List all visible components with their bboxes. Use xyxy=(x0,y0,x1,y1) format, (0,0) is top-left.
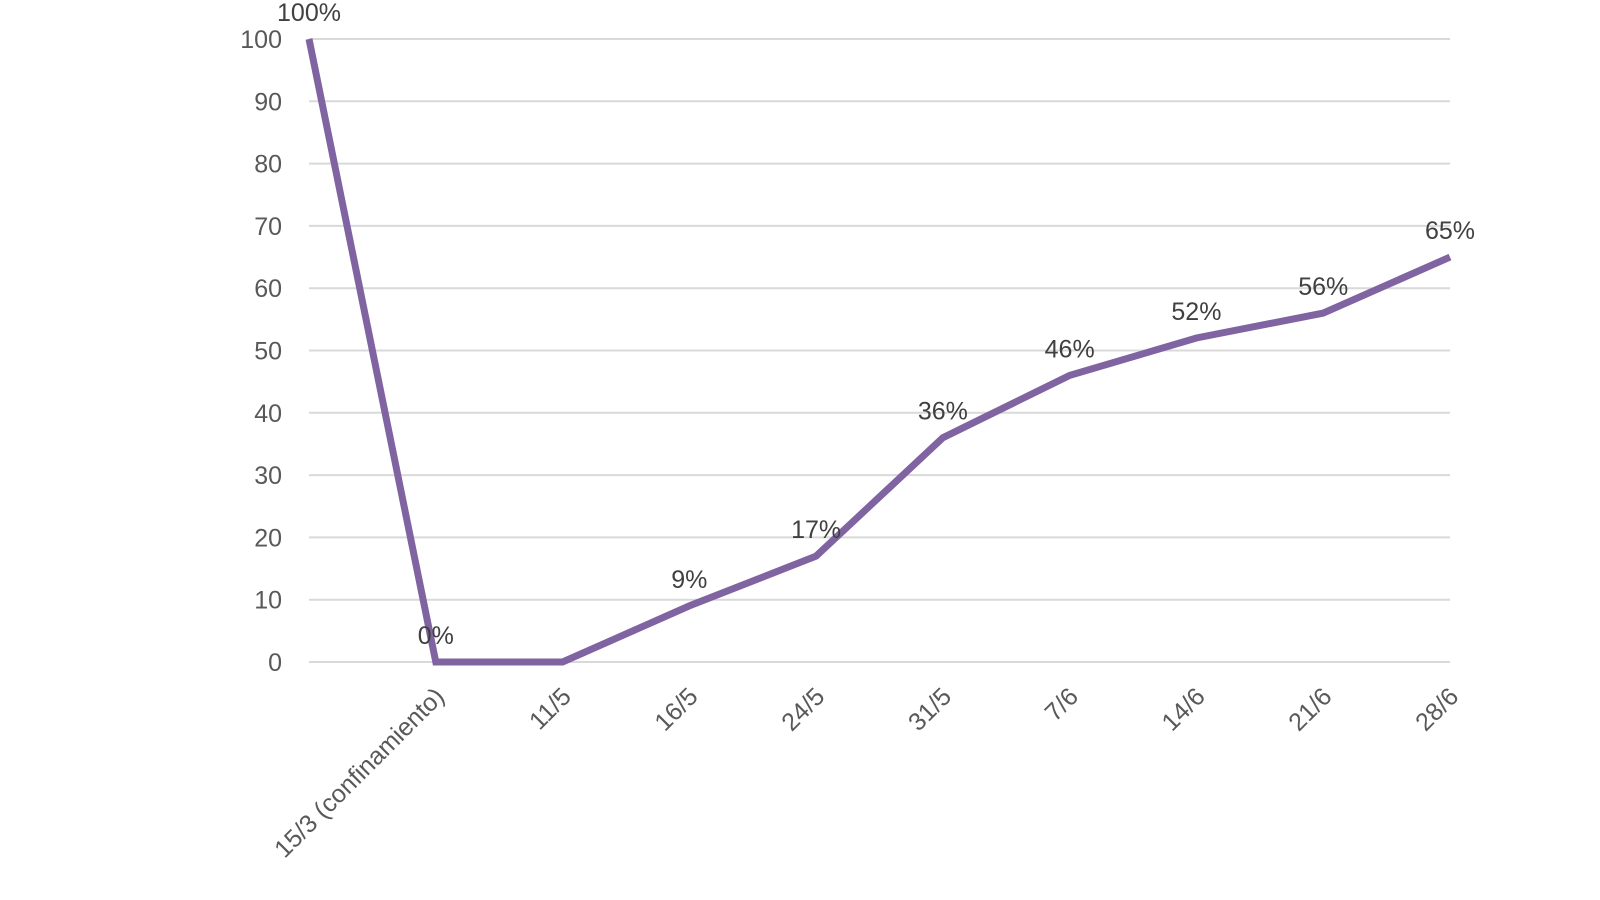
series-line xyxy=(305,38,1452,666)
data-labels: 100% 0% 9% 17% 36% 46% 52% 56% 65% xyxy=(277,0,1475,650)
y-tick-label-10: 10 xyxy=(254,587,282,615)
y-tick-label-80: 80 xyxy=(254,151,282,179)
y-tick-label-60: 60 xyxy=(254,275,282,303)
x-tick-label-8: 21/6 xyxy=(1283,682,1337,736)
data-label-4: 17% xyxy=(791,516,841,544)
x-tick-label-4: 24/5 xyxy=(776,682,830,736)
y-tick-label-20: 20 xyxy=(254,524,282,552)
data-label-3: 9% xyxy=(671,566,707,594)
x-tick-label-7: 14/6 xyxy=(1156,682,1210,736)
x-tick-label-5: 31/5 xyxy=(903,682,957,736)
y-tick-label-30: 30 xyxy=(254,462,282,490)
data-label-9: 65% xyxy=(1425,217,1475,245)
gridlines xyxy=(309,38,1450,663)
y-tick-label-50: 50 xyxy=(254,338,282,366)
data-label-7: 52% xyxy=(1171,298,1221,326)
y-axis-tick-labels: 0 10 20 30 40 50 60 70 80 90 100 xyxy=(240,26,282,677)
data-label-6: 46% xyxy=(1045,335,1095,363)
y-tick-label-100: 100 xyxy=(240,26,282,54)
x-tick-label-1: 15/3 (confinamiento) xyxy=(269,682,450,863)
x-tick-label-2: 11/5 xyxy=(524,682,577,735)
x-tick-label-3: 16/5 xyxy=(649,682,703,736)
data-label-8: 56% xyxy=(1298,273,1348,301)
series-line-group xyxy=(305,38,1452,666)
data-label-0: 100% xyxy=(277,0,341,27)
x-tick-label-9: 28/6 xyxy=(1410,682,1464,736)
x-tick-label-6: 7/6 xyxy=(1040,682,1084,726)
y-tick-label-40: 40 xyxy=(254,400,282,428)
y-tick-label-90: 90 xyxy=(254,88,282,116)
y-tick-label-70: 70 xyxy=(254,213,282,241)
y-tick-label-0: 0 xyxy=(268,649,282,677)
data-label-1: 0% xyxy=(418,622,454,650)
data-label-5: 36% xyxy=(918,398,968,426)
x-axis-tick-labels: 15/3 (confinamiento) 11/5 16/5 24/5 31/5 7/6 1… xyxy=(269,682,1464,863)
